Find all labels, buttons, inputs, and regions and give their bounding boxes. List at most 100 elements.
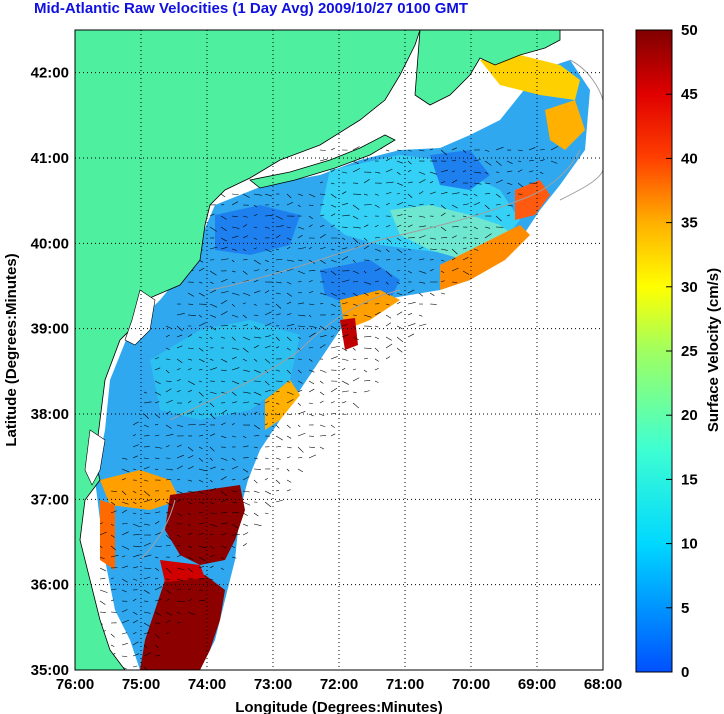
velocity-arrow bbox=[352, 168, 361, 173]
velocity-arrow bbox=[440, 292, 446, 295]
velocity-arrow bbox=[451, 192, 460, 195]
velocity-arrow bbox=[253, 336, 262, 339]
velocity-arrow bbox=[132, 554, 140, 558]
velocity-arrow bbox=[473, 248, 479, 251]
velocity-arrow bbox=[286, 391, 294, 395]
velocity-arrow bbox=[495, 193, 501, 198]
velocity-arrow bbox=[407, 160, 412, 165]
velocity-arrow bbox=[341, 302, 348, 305]
velocity-arrow bbox=[341, 347, 348, 352]
velocity-arrow bbox=[506, 214, 510, 217]
velocity-arrow bbox=[209, 402, 215, 408]
velocity-arrow bbox=[352, 336, 359, 341]
velocity-arrow bbox=[374, 280, 379, 283]
velocity-arrow bbox=[198, 401, 202, 404]
velocity-arrow bbox=[495, 204, 501, 206]
velocity-arrow bbox=[209, 289, 217, 294]
velocity-arrow bbox=[154, 511, 161, 514]
velocity-arrow bbox=[385, 168, 393, 173]
velocity-arrow bbox=[352, 146, 360, 151]
velocity-arrow bbox=[143, 567, 152, 570]
velocity-arrow bbox=[385, 191, 392, 195]
velocity-arrow bbox=[308, 215, 313, 220]
velocity-arrow bbox=[242, 435, 247, 439]
velocity-arrow bbox=[363, 215, 368, 217]
velocity-arrow bbox=[154, 633, 160, 639]
velocity-arrow bbox=[198, 468, 207, 472]
velocity-arrow bbox=[198, 446, 203, 450]
velocity-arrow bbox=[352, 215, 359, 220]
velocity-arrow bbox=[264, 290, 270, 294]
velocity-arrow bbox=[473, 182, 482, 185]
velocity-arrow bbox=[121, 490, 127, 495]
velocity-arrow bbox=[275, 215, 283, 220]
velocity-arrow bbox=[231, 303, 236, 307]
velocity-arrow bbox=[121, 619, 130, 624]
velocity-arrow bbox=[297, 468, 304, 473]
velocity-arrow bbox=[462, 149, 467, 153]
velocity-arrow bbox=[264, 358, 271, 364]
velocity-arrow bbox=[363, 204, 372, 206]
velocity-arrow bbox=[484, 182, 491, 185]
velocity-arrow bbox=[242, 523, 248, 527]
velocity-arrow bbox=[330, 346, 338, 349]
velocity-arrow bbox=[264, 335, 271, 338]
velocity-arrow bbox=[319, 247, 326, 250]
velocity-arrow bbox=[132, 455, 138, 459]
velocity-arrow bbox=[209, 554, 216, 558]
velocity-arrow bbox=[418, 203, 424, 206]
velocity-arrow bbox=[143, 391, 147, 394]
velocity-arrow bbox=[286, 313, 292, 316]
velocity-arrow bbox=[407, 258, 412, 261]
velocity-arrow bbox=[495, 179, 503, 184]
velocity-arrow bbox=[187, 599, 193, 602]
velocity-arrow bbox=[176, 600, 185, 603]
velocity-arrow bbox=[451, 226, 459, 228]
colorbar-ticks: 0 5 10 15 20 25 30 35 40 45 50 bbox=[666, 22, 698, 681]
x-tick-label: 74:00 bbox=[188, 676, 226, 693]
velocity-arrow bbox=[220, 522, 228, 525]
velocity-arrow bbox=[374, 347, 380, 352]
velocity-arrow bbox=[506, 160, 513, 164]
velocity-arrow bbox=[385, 356, 391, 360]
velocity-arrow bbox=[297, 234, 303, 239]
velocity-arrow bbox=[297, 336, 301, 340]
velocity-arrow bbox=[143, 652, 151, 657]
velocity-arrow bbox=[330, 303, 337, 307]
velocity-arrow bbox=[176, 334, 183, 338]
velocity-arrow bbox=[154, 380, 161, 385]
velocity-arrow bbox=[363, 357, 368, 360]
velocity-arrow bbox=[297, 281, 302, 283]
velocity-arrow bbox=[275, 424, 280, 429]
velocity-arrow bbox=[253, 325, 260, 330]
velocity-arrow bbox=[363, 178, 370, 184]
velocity-arrow bbox=[462, 193, 468, 196]
velocity-arrow bbox=[121, 555, 126, 558]
velocity-arrow bbox=[165, 468, 174, 471]
velocity-arrow bbox=[396, 292, 403, 296]
velocity-arrow bbox=[374, 224, 379, 228]
velocity-arrow bbox=[275, 435, 283, 441]
velocity-arrow bbox=[264, 215, 273, 217]
velocity-arrow bbox=[132, 523, 140, 528]
velocity-arrow bbox=[319, 181, 323, 184]
velocity-arrow bbox=[286, 479, 292, 483]
velocity-arrow bbox=[187, 490, 196, 494]
velocity-arrow bbox=[209, 303, 218, 308]
velocity-arrow bbox=[484, 204, 490, 210]
velocity-arrow bbox=[385, 343, 393, 349]
velocity-arrow bbox=[418, 215, 426, 218]
velocity-arrow bbox=[198, 522, 205, 525]
colorbar-tick-label: 35 bbox=[681, 215, 698, 232]
velocity-arrow bbox=[407, 204, 416, 208]
x-tick-label: 69:00 bbox=[518, 676, 556, 693]
velocity-arrow bbox=[231, 490, 238, 493]
velocity-arrow bbox=[374, 248, 382, 252]
velocity-arrow bbox=[231, 347, 239, 350]
velocity-arrow bbox=[253, 214, 258, 217]
velocity-arrow bbox=[264, 478, 269, 481]
velocity-arrow bbox=[275, 369, 281, 372]
velocity-arrow bbox=[308, 358, 313, 362]
velocity-arrow bbox=[385, 281, 389, 285]
velocity-arrow bbox=[198, 281, 203, 284]
